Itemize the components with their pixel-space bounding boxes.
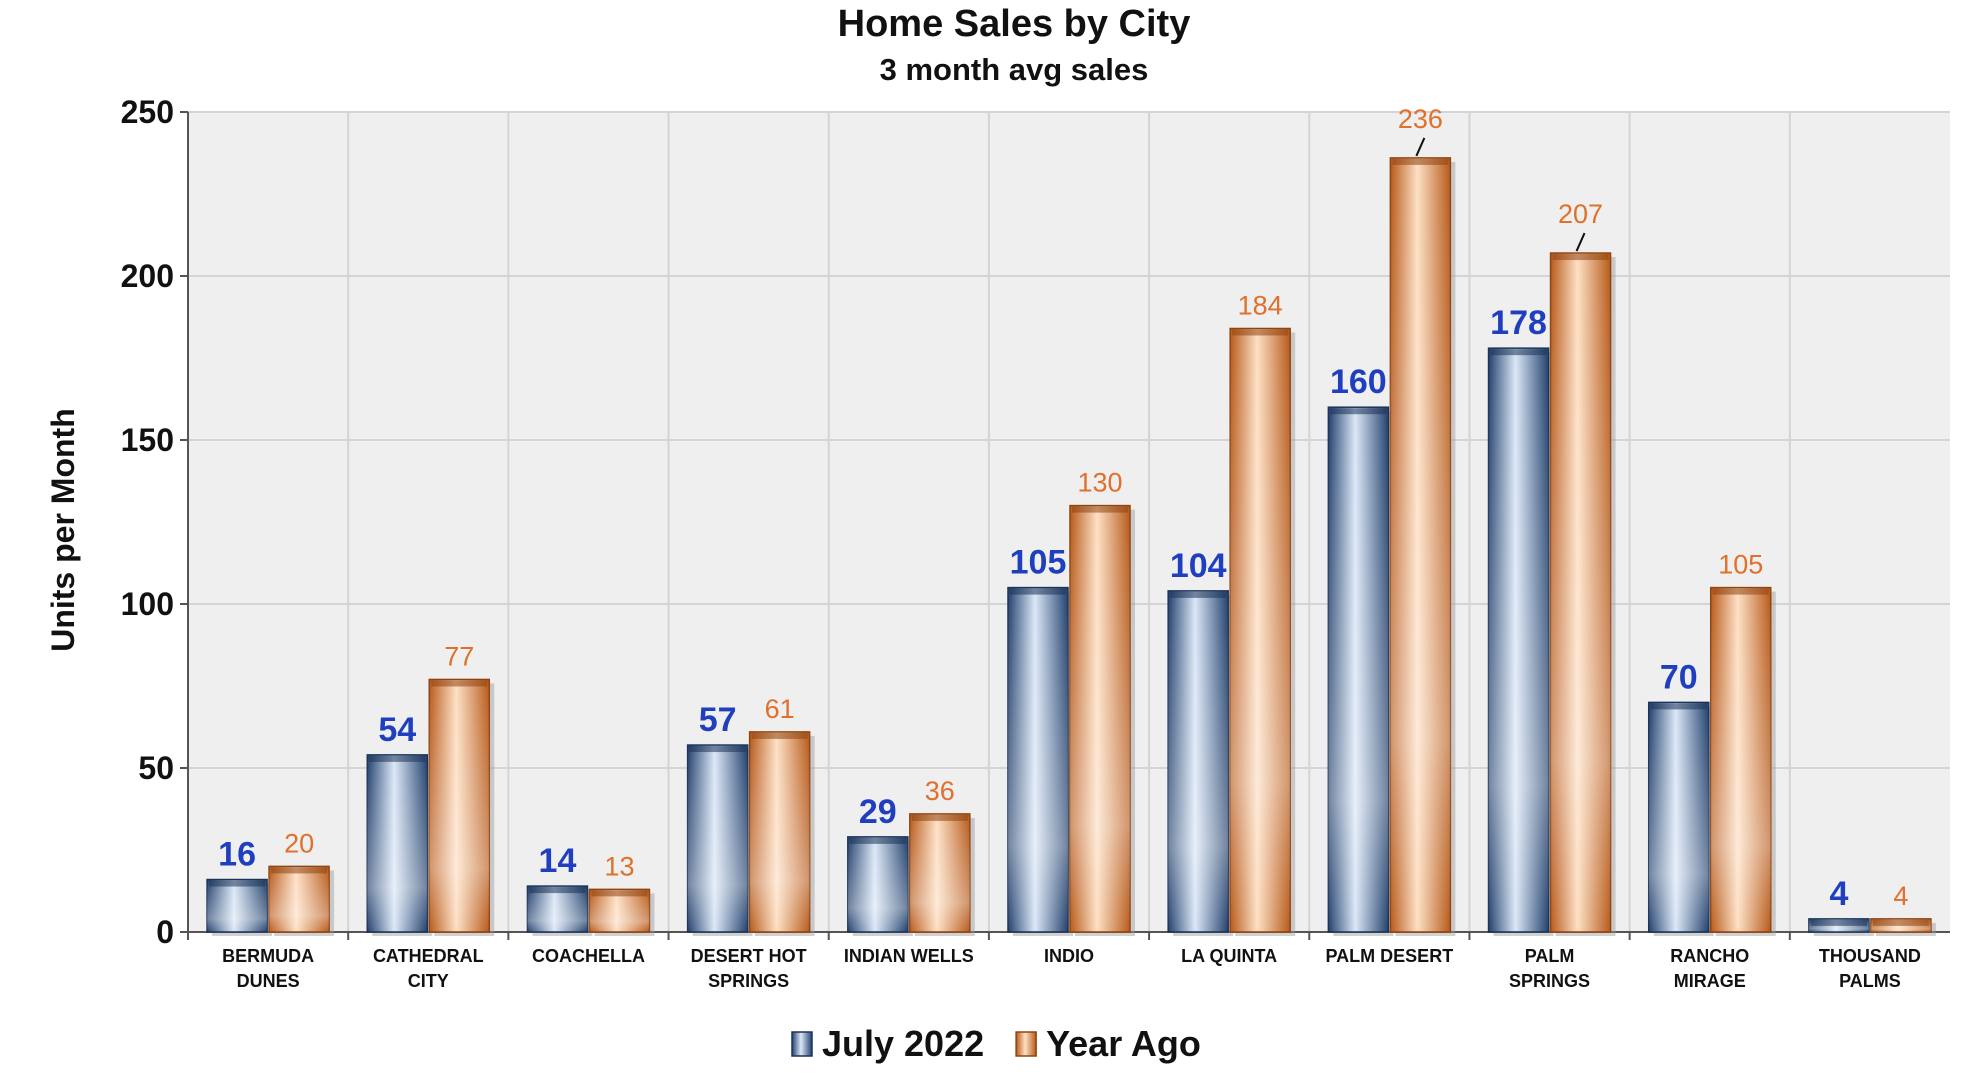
bar-july-2022: [1647, 701, 1714, 936]
bar-year-ago: [1709, 586, 1776, 936]
bar-july-2022: [847, 836, 913, 936]
data-label-july-2022: 54: [378, 711, 416, 749]
data-label-year-ago: 207: [1558, 199, 1603, 229]
chart-title: Home Sales by City: [838, 3, 1191, 45]
legend-label: Year Ago: [1046, 1023, 1201, 1064]
data-label-july-2022: 16: [218, 836, 256, 874]
bar-year-ago: [748, 731, 815, 936]
x-tick-label: PALM DESERT: [1326, 946, 1454, 966]
bar-july-2022: [1007, 586, 1073, 936]
y-tick-label: 200: [121, 258, 174, 294]
data-label-year-ago: 236: [1398, 104, 1443, 134]
x-tick-label: CATHEDRAL CITY: [373, 946, 484, 991]
x-axis: BERMUDA DUNES CATHEDRAL CITY COACHELLA DESERT…: [187, 932, 1921, 991]
data-label-july-2022: 178: [1490, 304, 1547, 342]
bar-july-2022: [1487, 347, 1554, 936]
bar-july-2022: [1808, 918, 1874, 936]
data-label-year-ago: 184: [1238, 290, 1283, 320]
bar-year-ago: [428, 678, 495, 936]
y-tick-label: 150: [121, 422, 174, 458]
legend: July 2022 Year Ago: [791, 1023, 1201, 1064]
data-label-july-2022: 57: [699, 701, 737, 739]
data-label-july-2022: 14: [539, 842, 577, 880]
x-tick-label: COACHELLA: [532, 946, 645, 966]
bar-year-ago: [268, 865, 335, 936]
data-label-year-ago: 4: [1893, 881, 1908, 911]
legend-label: July 2022: [822, 1023, 984, 1064]
y-tick-label: 50: [138, 750, 174, 786]
label-leader-line: [1575, 232, 1586, 252]
data-label-year-ago: 20: [284, 828, 314, 858]
data-label-year-ago: 77: [444, 641, 474, 671]
data-label-july-2022: 104: [1170, 547, 1227, 585]
data-labels: 16 20 54 77 14 13 57 61 29 36 105 130 104 184 160 236 17…: [218, 104, 1908, 913]
data-label-july-2022: 4: [1829, 875, 1848, 913]
x-tick-label: LA QUINTA: [1181, 946, 1277, 966]
bar-year-ago: [1870, 918, 1936, 936]
x-tick-label: BERMUDA DUNES: [222, 946, 314, 991]
bar-july-2022: [366, 754, 433, 936]
label-leader-line: [1415, 137, 1426, 157]
legend-swatch: [791, 1031, 813, 1057]
x-tick-label: PALM SPRINGS: [1509, 946, 1590, 991]
data-label-year-ago: 13: [604, 851, 634, 881]
legend-item-year-ago: Year Ago: [1015, 1023, 1201, 1064]
data-label-july-2022: 160: [1330, 363, 1387, 401]
bars: [206, 157, 1936, 937]
bar-july-2022: [686, 744, 753, 936]
bar-year-ago: [1229, 327, 1296, 937]
bar-year-ago: [909, 813, 975, 936]
bar-july-2022: [206, 878, 273, 936]
data-label-year-ago: 61: [765, 694, 795, 724]
y-axis-label: Units per Month: [45, 408, 81, 652]
data-label-july-2022: 105: [1010, 544, 1067, 582]
legend-item-july-2022: July 2022: [791, 1023, 984, 1064]
data-label-july-2022: 29: [859, 793, 897, 831]
data-label-year-ago: 36: [925, 776, 955, 806]
bar-july-2022: [1167, 590, 1234, 936]
x-tick-label: INDIO: [1044, 946, 1094, 966]
y-tick-label: 0: [156, 914, 174, 950]
bar-year-ago: [1389, 157, 1456, 937]
bar-july-2022: [1327, 406, 1394, 936]
x-tick-label: INDIAN WELLS: [844, 946, 974, 966]
bar-year-ago: [588, 888, 655, 936]
bar-year-ago: [1069, 504, 1135, 936]
x-tick-label: THOUSAND PALMS: [1819, 946, 1921, 991]
y-tick-label: 250: [121, 94, 174, 130]
x-tick-label: RANCHO MIRAGE: [1670, 946, 1749, 991]
data-label-year-ago: 130: [1077, 468, 1122, 498]
bar-year-ago: [1549, 252, 1616, 936]
data-label-year-ago: 105: [1718, 550, 1763, 580]
data-label-july-2022: 70: [1660, 658, 1698, 696]
chart-subtitle: 3 month avg sales: [880, 52, 1149, 87]
y-tick-label: 100: [121, 586, 174, 622]
legend-swatch: [1015, 1031, 1037, 1057]
bar-july-2022: [526, 885, 593, 936]
x-tick-label: DESERT HOT SPRINGS: [691, 946, 807, 991]
